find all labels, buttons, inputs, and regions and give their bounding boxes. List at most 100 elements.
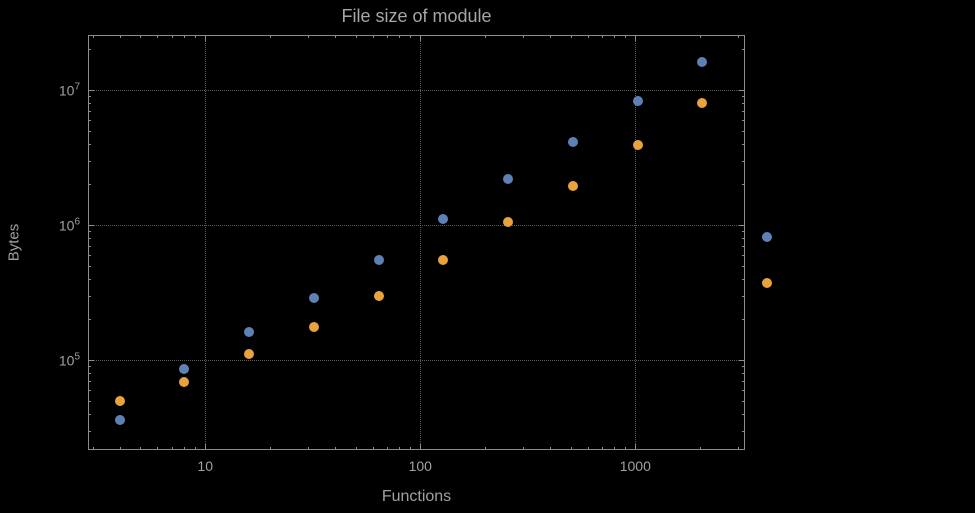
tick-mark [625, 447, 627, 450]
tick-mark [742, 413, 745, 415]
y-tick-label: 105 [58, 351, 80, 369]
data-point-series-orange [114, 395, 125, 406]
data-point-series-blue [308, 292, 319, 303]
gridline-horizontal [88, 359, 745, 361]
tick-mark [742, 430, 745, 432]
tick-mark [88, 389, 91, 391]
tick-mark [88, 254, 91, 256]
data-point-series-orange [179, 376, 190, 387]
tick-mark [737, 35, 739, 38]
tick-mark [88, 413, 91, 415]
data-point-series-orange [697, 98, 708, 109]
tick-mark [602, 447, 603, 450]
tick-mark [88, 278, 91, 280]
data-point-series-orange [244, 349, 255, 360]
tick-mark [700, 447, 702, 450]
tick-mark [549, 35, 551, 38]
tick-mark [485, 35, 486, 38]
tick-mark [119, 447, 121, 450]
gridline-horizontal [88, 89, 745, 91]
data-point-series-blue [762, 231, 772, 242]
y-axis-label: Bytes [5, 223, 23, 262]
tick-mark [742, 49, 745, 51]
tick-mark [742, 96, 745, 98]
tick-mark [88, 224, 94, 226]
tick-mark [307, 35, 309, 38]
data-point-series-orange [567, 180, 578, 191]
x-axis-label: Functions [381, 488, 452, 505]
gridline-vertical [635, 35, 637, 450]
tick-mark [372, 447, 374, 450]
tick-mark [742, 110, 745, 112]
tick-mark [587, 447, 589, 450]
tick-mark [739, 224, 745, 226]
tick-mark [570, 447, 572, 450]
tick-mark [88, 96, 91, 98]
tick-mark [386, 35, 388, 38]
tick-mark [614, 35, 616, 38]
tick-mark [742, 119, 745, 121]
tick-mark [635, 35, 637, 41]
tick-mark [88, 130, 91, 132]
gridline-vertical [420, 35, 422, 450]
tick-mark [88, 238, 91, 240]
tick-mark [700, 35, 702, 38]
tick-mark [88, 110, 91, 112]
tick-mark [88, 119, 91, 121]
tick-mark [88, 373, 91, 375]
tick-mark [372, 35, 374, 38]
tick-mark [739, 359, 745, 361]
tick-mark [742, 254, 745, 256]
tick-mark [195, 35, 197, 38]
tick-mark [742, 184, 745, 186]
tick-mark [522, 447, 524, 450]
tick-mark [742, 143, 745, 145]
data-point-series-orange [762, 278, 772, 289]
y-tick-label: 107 [58, 81, 80, 99]
gridline-horizontal [88, 224, 745, 226]
tick-mark [88, 430, 91, 432]
tick-mark [205, 35, 207, 41]
tick-mark [269, 447, 271, 450]
tick-mark [88, 143, 91, 145]
tick-mark [399, 447, 401, 450]
tick-mark [386, 447, 388, 450]
data-point-series-blue [373, 255, 384, 265]
tick-mark [635, 444, 637, 450]
tick-mark [119, 35, 121, 38]
tick-mark [88, 359, 94, 361]
data-point-series-blue [179, 363, 190, 374]
tick-mark [88, 295, 91, 297]
tick-mark [420, 35, 422, 41]
tick-mark [602, 35, 603, 38]
tick-mark [157, 447, 159, 450]
tick-mark [410, 447, 412, 450]
data-point-series-blue [114, 414, 125, 425]
tick-mark [742, 373, 745, 375]
x-tick-label: 100 [408, 458, 432, 474]
tick-mark [88, 380, 91, 382]
tick-mark [742, 265, 745, 267]
tick-mark [88, 49, 91, 51]
x-tick-label: 1000 [619, 458, 651, 474]
tick-mark [88, 245, 91, 247]
tick-mark [742, 295, 745, 297]
tick-mark [742, 231, 745, 233]
tick-mark [88, 366, 91, 368]
tick-mark [88, 89, 94, 91]
tick-mark [614, 447, 616, 450]
tick-mark [742, 238, 745, 240]
tick-mark [625, 35, 627, 38]
tick-mark [88, 319, 91, 321]
data-point-series-orange [632, 140, 643, 151]
data-point-series-blue [697, 57, 708, 68]
data-point-series-blue [438, 214, 449, 225]
tick-mark [587, 35, 589, 38]
tick-mark [742, 245, 745, 247]
tick-mark [334, 35, 336, 38]
plot-frame [88, 35, 745, 450]
tick-mark [742, 278, 745, 280]
tick-mark [269, 35, 271, 38]
tick-mark [485, 447, 486, 450]
